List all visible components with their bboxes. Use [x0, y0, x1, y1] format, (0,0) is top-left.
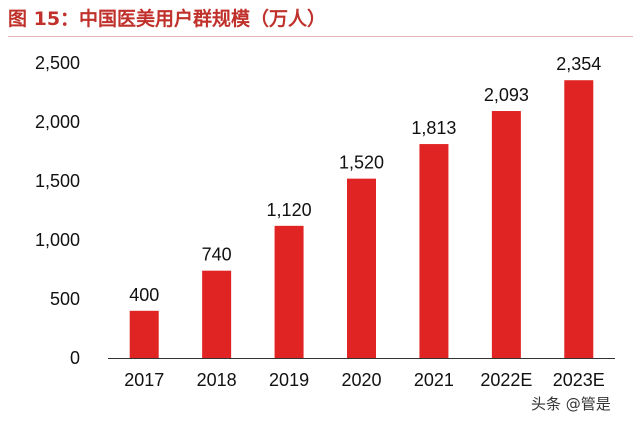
y-tick-label: 1,500: [35, 171, 80, 191]
bar: [564, 80, 594, 358]
x-tick-label: 2021: [414, 370, 454, 390]
bar: [129, 310, 159, 358]
bar: [419, 144, 449, 358]
data-label: 2,093: [484, 85, 529, 105]
bar: [202, 270, 232, 358]
y-tick-label: 1,000: [35, 230, 80, 250]
x-tick-label: 2019: [269, 370, 309, 390]
x-tick-label: 2022E: [480, 370, 532, 390]
data-label: 400: [129, 285, 159, 305]
y-tick-label: 500: [50, 289, 80, 309]
data-label: 1,120: [267, 200, 312, 220]
y-tick-label: 2,000: [35, 112, 80, 132]
data-label: 740: [202, 245, 232, 265]
x-tick-label: 2023E: [553, 370, 605, 390]
title-divider: [8, 36, 633, 37]
bar: [347, 178, 376, 358]
chart-title: 图 15：中国医美用户群规模（万人）: [8, 8, 327, 30]
y-tick-label: 2,500: [35, 53, 80, 73]
x-tick-label: 2017: [124, 370, 164, 390]
bar: [491, 111, 521, 358]
data-label: 2,354: [556, 54, 601, 74]
x-tick-label: 2018: [197, 370, 237, 390]
bar: [274, 225, 304, 358]
data-label: 1,520: [339, 153, 384, 173]
data-label: 1,813: [411, 118, 456, 138]
watermark: 头条 @管是: [531, 395, 611, 413]
y-tick-label: 0: [70, 348, 80, 368]
x-tick-label: 2020: [341, 370, 381, 390]
